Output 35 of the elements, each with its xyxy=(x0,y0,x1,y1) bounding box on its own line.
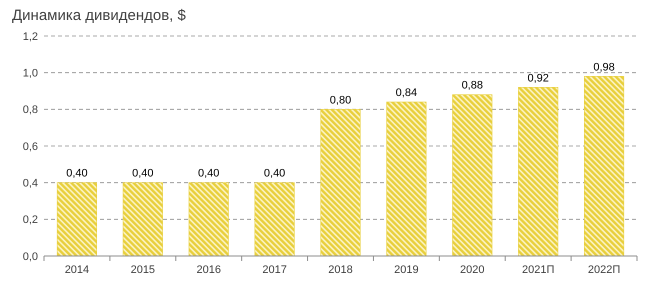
bar xyxy=(584,76,624,256)
data-label: 0,80 xyxy=(330,94,352,106)
x-tick-label: 2014 xyxy=(64,264,90,276)
data-label: 0,88 xyxy=(462,80,483,92)
data-label: 0,40 xyxy=(198,168,220,180)
bar xyxy=(188,182,229,256)
y-tick-label: 1,0 xyxy=(22,68,38,80)
x-tick-label: 2015 xyxy=(130,264,156,276)
x-tick-label: 2021П xyxy=(522,264,554,276)
x-tick-label: 2018 xyxy=(328,264,353,276)
y-tick-label: 0,2 xyxy=(22,214,38,226)
data-label: 0,92 xyxy=(527,72,549,84)
bar xyxy=(386,102,426,256)
data-label: 0,40 xyxy=(264,168,286,180)
x-tick-label: 2016 xyxy=(196,264,221,276)
y-tick-label: 0,8 xyxy=(22,104,38,116)
y-tick-label: 0,6 xyxy=(22,140,38,153)
x-tick-label: 2020 xyxy=(460,264,485,276)
bar xyxy=(452,94,492,256)
bar xyxy=(122,182,163,256)
data-label: 0,40 xyxy=(66,168,88,180)
x-tick-label: 2017 xyxy=(262,264,287,276)
bar xyxy=(254,182,295,256)
data-label: 0,98 xyxy=(593,61,615,74)
y-tick-label: 0,4 xyxy=(22,178,38,190)
y-tick-label: 1,2 xyxy=(22,30,38,43)
y-tick-label: 0,0 xyxy=(22,250,38,263)
bar xyxy=(320,109,361,256)
chart-title: Динамика дивидендов, $ xyxy=(12,7,187,24)
x-tick-label: 2022П xyxy=(588,264,620,276)
bar xyxy=(56,182,98,256)
x-tick-label: 2019 xyxy=(394,264,419,276)
bar xyxy=(518,87,558,256)
data-label: 0,40 xyxy=(132,168,154,180)
data-label: 0,84 xyxy=(396,87,418,99)
